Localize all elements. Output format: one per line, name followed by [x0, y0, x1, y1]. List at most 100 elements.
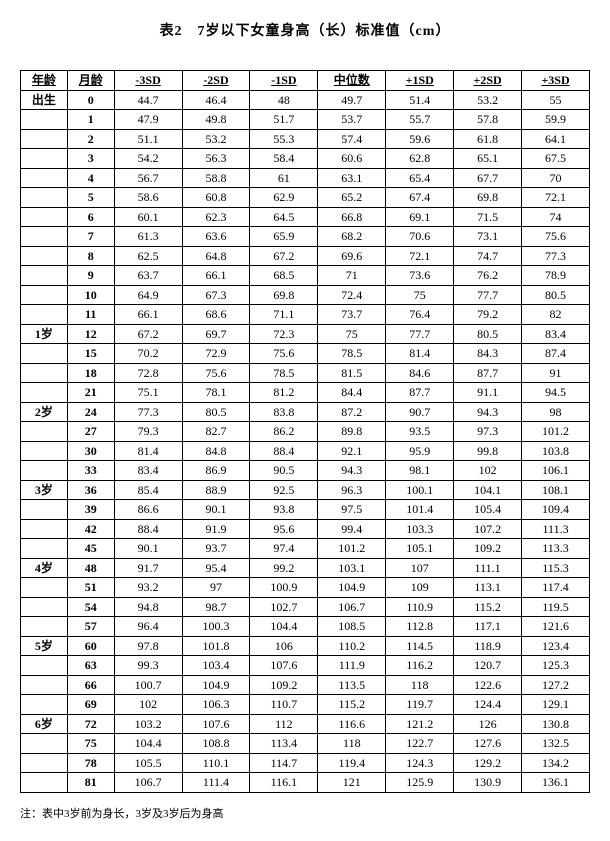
data-cell: 100.9 — [250, 578, 318, 598]
data-cell: 64.1 — [522, 129, 590, 149]
data-cell: 77.7 — [454, 285, 522, 305]
age-cell — [21, 617, 68, 637]
month-cell: 5 — [67, 188, 114, 208]
age-cell: 5岁 — [21, 636, 68, 656]
data-cell: 108.5 — [318, 617, 386, 637]
data-cell: 55.3 — [250, 129, 318, 149]
data-cell: 76.4 — [386, 305, 454, 325]
data-cell: 46.4 — [182, 90, 250, 110]
age-cell — [21, 461, 68, 481]
data-cell: 124.4 — [454, 695, 522, 715]
data-cell: 81.2 — [250, 383, 318, 403]
data-cell: 121 — [318, 773, 386, 793]
data-cell: 111.3 — [522, 519, 590, 539]
data-cell: 110.7 — [250, 695, 318, 715]
data-cell: 106.1 — [522, 461, 590, 481]
data-cell: 75.1 — [114, 383, 182, 403]
data-cell: 98.7 — [182, 597, 250, 617]
data-cell: 61 — [250, 168, 318, 188]
data-cell: 117.4 — [522, 578, 590, 598]
data-cell: 89.8 — [318, 422, 386, 442]
data-cell: 86.2 — [250, 422, 318, 442]
data-cell: 55.7 — [386, 110, 454, 130]
data-cell: 114.5 — [386, 636, 454, 656]
data-cell: 61.8 — [454, 129, 522, 149]
data-cell: 88.4 — [250, 441, 318, 461]
data-cell: 58.8 — [182, 168, 250, 188]
data-cell: 44.7 — [114, 90, 182, 110]
data-cell: 119.7 — [386, 695, 454, 715]
data-cell: 91.9 — [182, 519, 250, 539]
data-cell: 64.8 — [182, 246, 250, 266]
data-cell: 106.7 — [318, 597, 386, 617]
table-row: 147.949.851.753.755.757.859.9 — [21, 110, 590, 130]
month-cell: 81 — [67, 773, 114, 793]
data-cell: 73.1 — [454, 227, 522, 247]
month-cell: 48 — [67, 558, 114, 578]
data-cell: 136.1 — [522, 773, 590, 793]
data-cell: 104.1 — [454, 480, 522, 500]
data-cell: 97.8 — [114, 636, 182, 656]
month-cell: 27 — [67, 422, 114, 442]
table-row: 3岁3685.488.992.596.3100.1104.1108.1 — [21, 480, 590, 500]
data-cell: 65.9 — [250, 227, 318, 247]
age-cell — [21, 734, 68, 754]
data-cell: 125.3 — [522, 656, 590, 676]
table-row: 2779.382.786.289.893.597.3101.2 — [21, 422, 590, 442]
table-row: 3081.484.888.492.195.999.8103.8 — [21, 441, 590, 461]
data-cell: 87.2 — [318, 402, 386, 422]
age-cell — [21, 207, 68, 227]
data-cell: 55 — [522, 90, 590, 110]
data-cell: 67.4 — [386, 188, 454, 208]
data-cell: 69.7 — [182, 324, 250, 344]
data-cell: 63.1 — [318, 168, 386, 188]
data-cell: 93.5 — [386, 422, 454, 442]
data-cell: 77.7 — [386, 324, 454, 344]
data-cell: 96.4 — [114, 617, 182, 637]
data-cell: 94.3 — [318, 461, 386, 481]
month-cell: 18 — [67, 363, 114, 383]
table-row: 5193.297100.9104.9109113.1117.4 — [21, 578, 590, 598]
data-cell: 94.8 — [114, 597, 182, 617]
data-cell: 80.5 — [454, 324, 522, 344]
table-row: 3986.690.193.897.5101.4105.4109.4 — [21, 500, 590, 520]
data-cell: 106 — [250, 636, 318, 656]
data-cell: 103.2 — [114, 714, 182, 734]
data-cell: 111.1 — [454, 558, 522, 578]
data-cell: 58.4 — [250, 149, 318, 169]
month-cell: 75 — [67, 734, 114, 754]
data-cell: 57.4 — [318, 129, 386, 149]
data-cell: 56.3 — [182, 149, 250, 169]
data-cell: 56.7 — [114, 168, 182, 188]
data-cell: 110.9 — [386, 597, 454, 617]
data-cell: 72.4 — [318, 285, 386, 305]
data-cell: 88.9 — [182, 480, 250, 500]
age-cell — [21, 383, 68, 403]
data-cell: 59.9 — [522, 110, 590, 130]
data-cell: 65.1 — [454, 149, 522, 169]
month-cell: 12 — [67, 324, 114, 344]
age-cell — [21, 656, 68, 676]
data-cell: 132.5 — [522, 734, 590, 754]
data-cell: 99.3 — [114, 656, 182, 676]
data-cell: 97.3 — [454, 422, 522, 442]
data-cell: 112 — [250, 714, 318, 734]
data-cell: 67.3 — [182, 285, 250, 305]
header-plus1sd: +1SD — [386, 71, 454, 91]
data-cell: 105.5 — [114, 753, 182, 773]
table-title: 表2 7岁以下女童身高（长）标准值（cm） — [20, 20, 590, 40]
data-cell: 69.8 — [454, 188, 522, 208]
month-cell: 7 — [67, 227, 114, 247]
age-cell — [21, 266, 68, 286]
data-cell: 92.5 — [250, 480, 318, 500]
header-minus1sd: -1SD — [250, 71, 318, 91]
data-cell: 101.2 — [522, 422, 590, 442]
table-row: 75104.4108.8113.4118122.7127.6132.5 — [21, 734, 590, 754]
data-cell: 53.7 — [318, 110, 386, 130]
age-cell — [21, 578, 68, 598]
age-cell — [21, 695, 68, 715]
data-cell: 51.1 — [114, 129, 182, 149]
data-cell: 81.5 — [318, 363, 386, 383]
data-cell: 79.3 — [114, 422, 182, 442]
data-cell: 102 — [454, 461, 522, 481]
